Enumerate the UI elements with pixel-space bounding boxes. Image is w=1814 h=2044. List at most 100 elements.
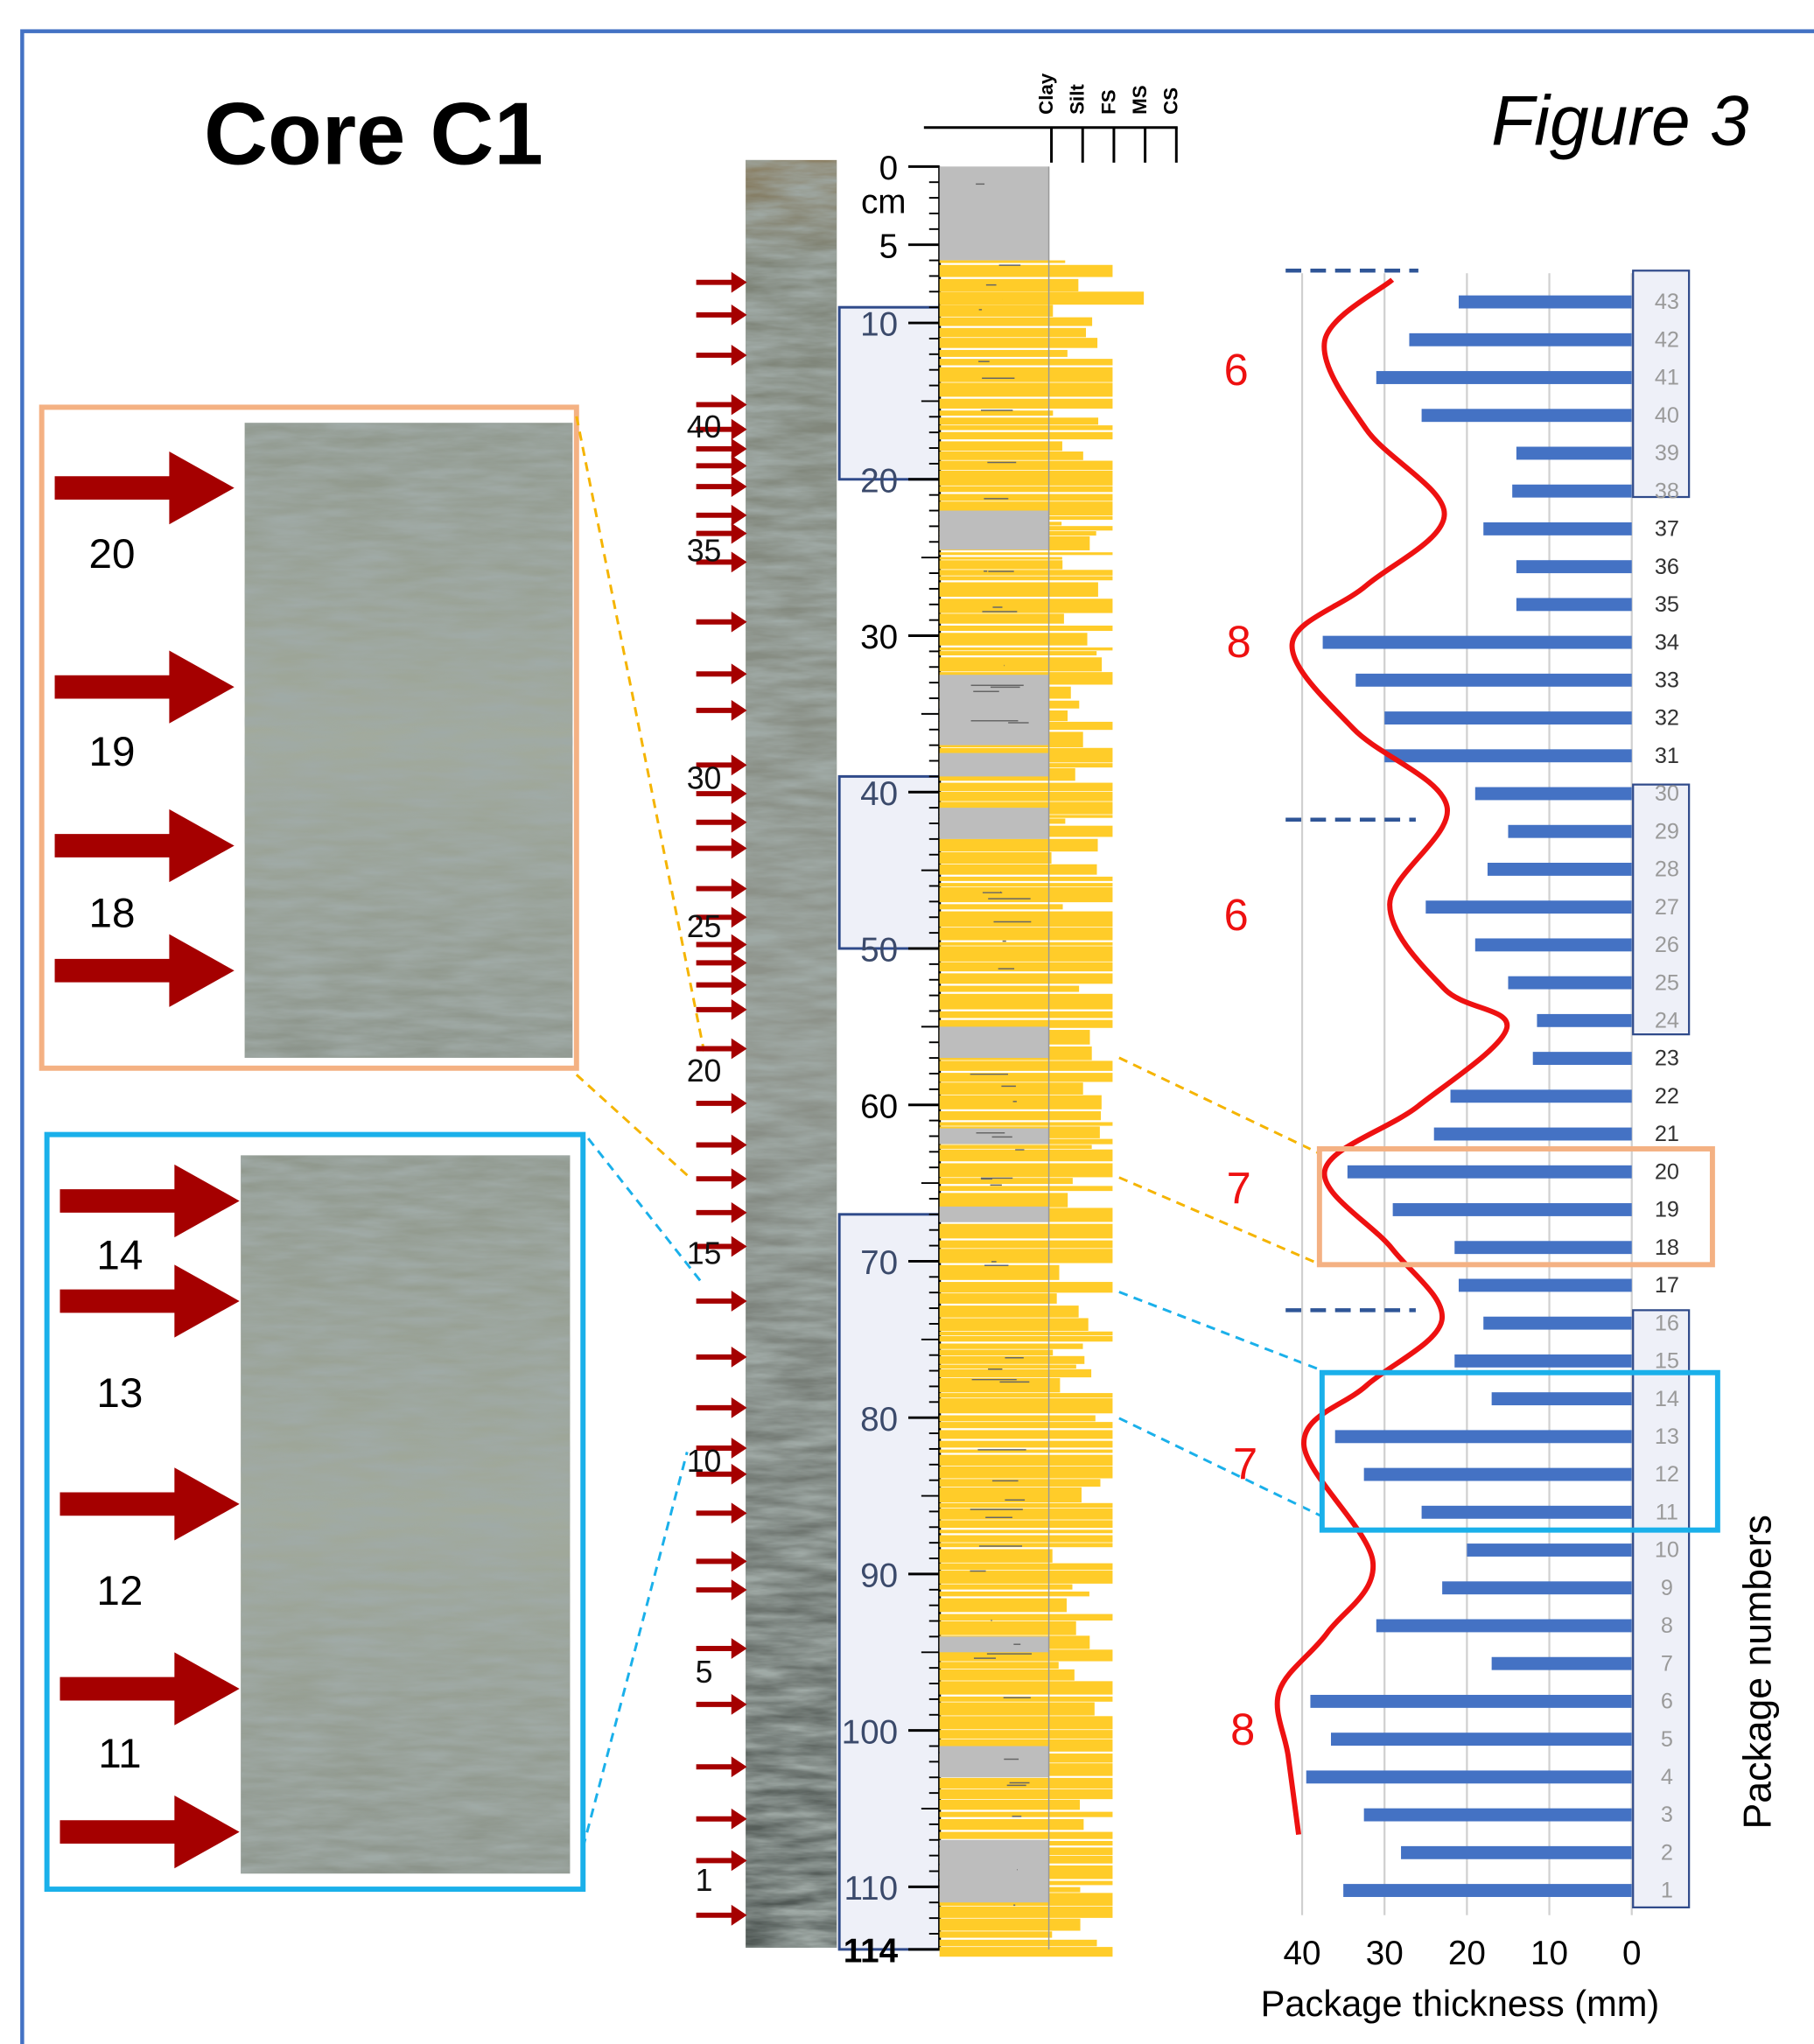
sand-layer xyxy=(939,1831,1113,1839)
sand-layer xyxy=(939,1681,1113,1695)
y-tick-label: 6 xyxy=(1661,1690,1673,1714)
bar xyxy=(1433,1127,1632,1141)
sand-layer xyxy=(939,1449,1113,1453)
core-texture xyxy=(746,159,837,1948)
core-arrow xyxy=(696,455,747,477)
sand-layer xyxy=(939,1019,1113,1028)
sand-layer xyxy=(939,962,1113,972)
sand-layer xyxy=(939,304,1054,317)
sand-layer xyxy=(939,1571,1113,1584)
sand-layer xyxy=(939,993,1113,1010)
sand-layer xyxy=(939,625,1113,632)
cycle-label: 8 xyxy=(1230,1704,1255,1754)
sand-layer xyxy=(939,1584,1073,1590)
core-package-label: 10 xyxy=(687,1444,722,1479)
sand-layer xyxy=(939,942,1113,946)
sand-layer xyxy=(939,582,1098,598)
bar xyxy=(1491,1656,1632,1670)
bar xyxy=(1355,673,1632,687)
sand-layer xyxy=(939,260,1066,263)
sand-layer xyxy=(939,1282,1113,1293)
bar xyxy=(1401,1845,1632,1859)
sand-layer xyxy=(939,460,1113,471)
bar xyxy=(1474,787,1632,801)
x-axis-label: Package thickness (mm) xyxy=(1261,1983,1660,2024)
bar xyxy=(1334,1430,1632,1444)
core-arrow xyxy=(696,1346,747,1368)
y-tick-label: 17 xyxy=(1655,1273,1679,1298)
bar xyxy=(1363,1808,1632,1822)
x-tick-label: 40 xyxy=(1284,1935,1321,1972)
y-tick-label: 12 xyxy=(1655,1462,1679,1487)
bar xyxy=(1343,1884,1632,1897)
bar xyxy=(1442,1581,1632,1595)
highlight-box xyxy=(1316,1146,1715,1268)
sand-layer xyxy=(939,1368,1092,1378)
bar xyxy=(1384,711,1632,724)
sand-layer xyxy=(939,494,1113,501)
sand-layer xyxy=(939,576,1113,581)
clay-layer xyxy=(939,1746,1049,1778)
sand-layer xyxy=(939,1662,1059,1670)
y-tick-label: 21 xyxy=(1655,1122,1679,1146)
y-tick-label: 10 xyxy=(1655,1538,1679,1563)
bar xyxy=(1450,1089,1632,1103)
sand-layer xyxy=(939,338,1098,348)
sand-layer xyxy=(939,1343,1083,1349)
zoom-label: 13 xyxy=(96,1370,143,1417)
connector xyxy=(1118,1176,1321,1266)
y-tick-label: 40 xyxy=(1655,403,1679,428)
package-group xyxy=(1632,783,1691,1036)
depth-tick-label: 10 xyxy=(860,306,898,344)
sand-layer xyxy=(939,1193,1068,1208)
clay-layer xyxy=(939,1839,1049,1903)
sand-layer xyxy=(939,1716,1113,1730)
connector xyxy=(1118,1291,1321,1372)
core-arrow xyxy=(696,345,747,366)
core-package-label: 5 xyxy=(696,1655,713,1690)
y-tick-label: 20 xyxy=(1655,1159,1679,1184)
sand-layer xyxy=(939,1111,1102,1121)
core-arrow xyxy=(696,699,747,721)
sand-layer xyxy=(939,633,1088,646)
bar xyxy=(1376,1619,1632,1633)
sand-layer xyxy=(939,410,1054,416)
core-arrow xyxy=(696,504,747,526)
zoom-frame xyxy=(39,404,579,1071)
sand-layer xyxy=(939,552,1113,556)
bar xyxy=(1516,446,1632,460)
core-arrow xyxy=(696,837,747,859)
y-tick-label: 39 xyxy=(1655,441,1679,466)
sand-layer xyxy=(939,1520,1113,1529)
y-tick-label: 33 xyxy=(1655,668,1679,692)
bar xyxy=(1516,598,1632,612)
sand-layer xyxy=(939,1818,1084,1830)
bar xyxy=(1508,976,1632,990)
sand-layer xyxy=(939,1530,1113,1534)
sand-layer xyxy=(939,1669,1075,1681)
bar xyxy=(1376,371,1632,384)
y-tick-label: 37 xyxy=(1655,517,1679,542)
y-tick-label: 43 xyxy=(1655,290,1679,314)
sand-layer xyxy=(939,1223,1113,1239)
core-package-label: 35 xyxy=(687,533,722,568)
sand-layer xyxy=(939,928,1113,941)
y-tick-label: 27 xyxy=(1655,895,1679,920)
sand-layer xyxy=(939,417,1099,425)
sand-layer xyxy=(939,359,1113,366)
bar xyxy=(1483,1316,1632,1330)
core-arrow xyxy=(696,663,747,685)
connector xyxy=(575,1074,691,1179)
y-tick-label: 13 xyxy=(1655,1424,1679,1449)
y-tick-label: 4 xyxy=(1661,1765,1673,1789)
core-arrow xyxy=(696,1396,747,1418)
sand-layer xyxy=(939,1318,1089,1331)
bar xyxy=(1458,295,1632,309)
sand-layer xyxy=(939,1440,1113,1448)
bar xyxy=(1508,824,1632,838)
sand-layer xyxy=(939,1702,1095,1716)
clay-layer xyxy=(939,1128,1049,1144)
y-tick-label: 34 xyxy=(1655,630,1679,654)
y-tick-label: 11 xyxy=(1656,1500,1678,1524)
